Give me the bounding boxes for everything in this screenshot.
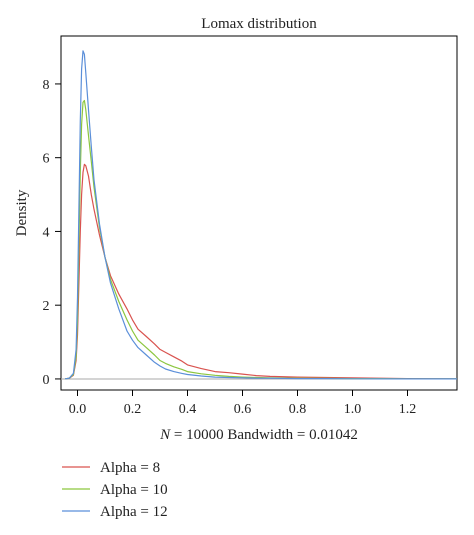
- plot-area: [60, 35, 458, 391]
- x-tick-label: 0.8: [289, 402, 307, 417]
- x-axis: 0.0 0.2 0.4 0.6 0.8 1.0 1.2: [69, 390, 417, 417]
- x-tick-label: 0.0: [69, 402, 87, 417]
- x-axis-label: N = 10000 Bandwidth = 0.01042: [159, 427, 358, 443]
- y-tick-label: 0: [43, 373, 50, 388]
- y-tick-label: 6: [43, 152, 50, 167]
- x-tick-label: 1.0: [344, 402, 362, 417]
- series-line-alpha-8: [65, 163, 458, 380]
- chart-title: Lomax distribution: [201, 16, 317, 32]
- y-tick-label: 4: [43, 225, 50, 240]
- legend: Alpha = 8 Alpha = 10 Alpha = 12: [62, 460, 168, 520]
- legend-label: Alpha = 8: [100, 460, 160, 476]
- x-tick-label: 0.4: [179, 402, 197, 417]
- y-axis-label: Density: [14, 189, 30, 236]
- series-line-alpha-12: [65, 50, 457, 380]
- y-tick-label: 8: [43, 78, 50, 93]
- series-line-alpha-10: [65, 99, 458, 380]
- y-tick-label: 2: [43, 299, 50, 314]
- plot-frame: [60, 35, 458, 391]
- x-axis-label-rest: = 10000 Bandwidth = 0.01042: [170, 427, 358, 443]
- series-layer: [65, 50, 458, 380]
- x-axis-label-n: N: [159, 427, 171, 443]
- legend-label: Alpha = 12: [100, 504, 168, 520]
- x-tick-label: 0.2: [124, 402, 142, 417]
- x-tick-label: 0.6: [234, 402, 252, 417]
- x-tick-label: 1.2: [399, 402, 417, 417]
- y-axis: 0 2 4 6 8: [43, 78, 61, 388]
- legend-label: Alpha = 10: [100, 482, 168, 498]
